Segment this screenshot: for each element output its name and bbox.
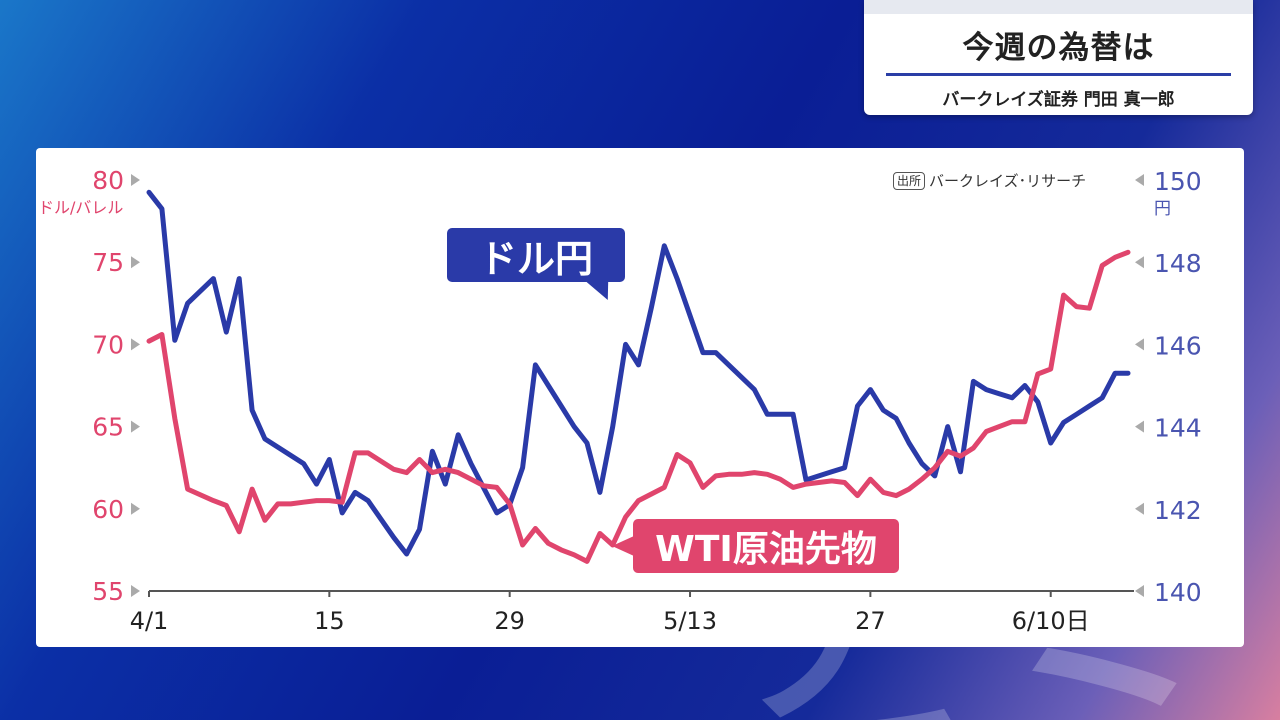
source-tag: 出所 xyxy=(893,171,926,190)
usd-jpy-callout: ドル円 xyxy=(447,228,625,282)
left-axis-tick-label: 75 xyxy=(92,248,124,277)
left-axis-tick-arrow xyxy=(131,585,140,597)
right-axis-tick-label: 150 xyxy=(1154,167,1202,196)
left-axis-tick-label: 55 xyxy=(92,577,124,606)
wti-callout-tail xyxy=(612,536,634,556)
left-axis-unit: ドル/バレル xyxy=(38,198,123,217)
page-title: 今週の為替は xyxy=(962,30,1155,66)
right-axis-unit: 円 xyxy=(1154,199,1171,219)
source-text: バークレイズ･リサーチ xyxy=(929,172,1087,190)
x-tick-label: 4/1 xyxy=(130,607,169,635)
source-note: 出所 バークレイズ･リサーチ xyxy=(893,170,1086,191)
x-tick-label: 6/10日 xyxy=(1012,607,1090,635)
usd-jpy-series-line xyxy=(146,189,1131,557)
right-axis-tick-label: 146 xyxy=(1154,331,1202,360)
left-axis-tick-arrow xyxy=(131,502,140,515)
line-chart: 4/1 15 29 5/13 27 6/10日 55 60 65 70 75 80 ドル/バレル 140 1… xyxy=(38,166,1202,635)
x-tick-label: 27 xyxy=(855,607,886,635)
right-axis-tick-arrow xyxy=(1135,338,1144,351)
left-axis-tick-arrow xyxy=(131,338,140,351)
title-divider xyxy=(886,73,1231,76)
right-axis-tick-arrow xyxy=(1135,585,1144,597)
left-axis-tick-label: 60 xyxy=(92,495,124,524)
title-box: 今週の為替は バークレイズ証券 門田 真一郎 xyxy=(864,0,1253,115)
left-axis-tick-arrow xyxy=(131,256,140,269)
right-axis-tick-arrow xyxy=(1135,174,1144,186)
left-axis-tick-arrow xyxy=(131,420,140,433)
right-axis-tick-arrow xyxy=(1135,502,1144,515)
right-axis-tick-label: 148 xyxy=(1154,249,1202,278)
left-axis-tick-arrow xyxy=(131,174,140,186)
x-tick-label: 15 xyxy=(314,607,345,635)
wti-callout: WTI原油先物 xyxy=(633,519,899,573)
page-subtitle: バークレイズ証券 門田 真一郎 xyxy=(942,90,1175,110)
x-tick-label: 5/13 xyxy=(663,607,717,635)
title-top-strip xyxy=(864,0,1253,14)
right-axis-tick-arrow xyxy=(1135,420,1144,433)
right-axis-tick-arrow xyxy=(1135,256,1144,269)
right-axis-tick-label: 140 xyxy=(1154,578,1202,607)
right-axis-tick-label: 144 xyxy=(1154,414,1202,443)
right-axis-tick-label: 142 xyxy=(1154,496,1202,525)
wti-series-line xyxy=(146,249,1131,564)
left-axis-tick-label: 80 xyxy=(92,166,124,195)
left-axis-tick-label: 70 xyxy=(92,330,124,359)
x-tick-label: 29 xyxy=(494,607,525,635)
left-axis-tick-label: 65 xyxy=(92,413,124,442)
